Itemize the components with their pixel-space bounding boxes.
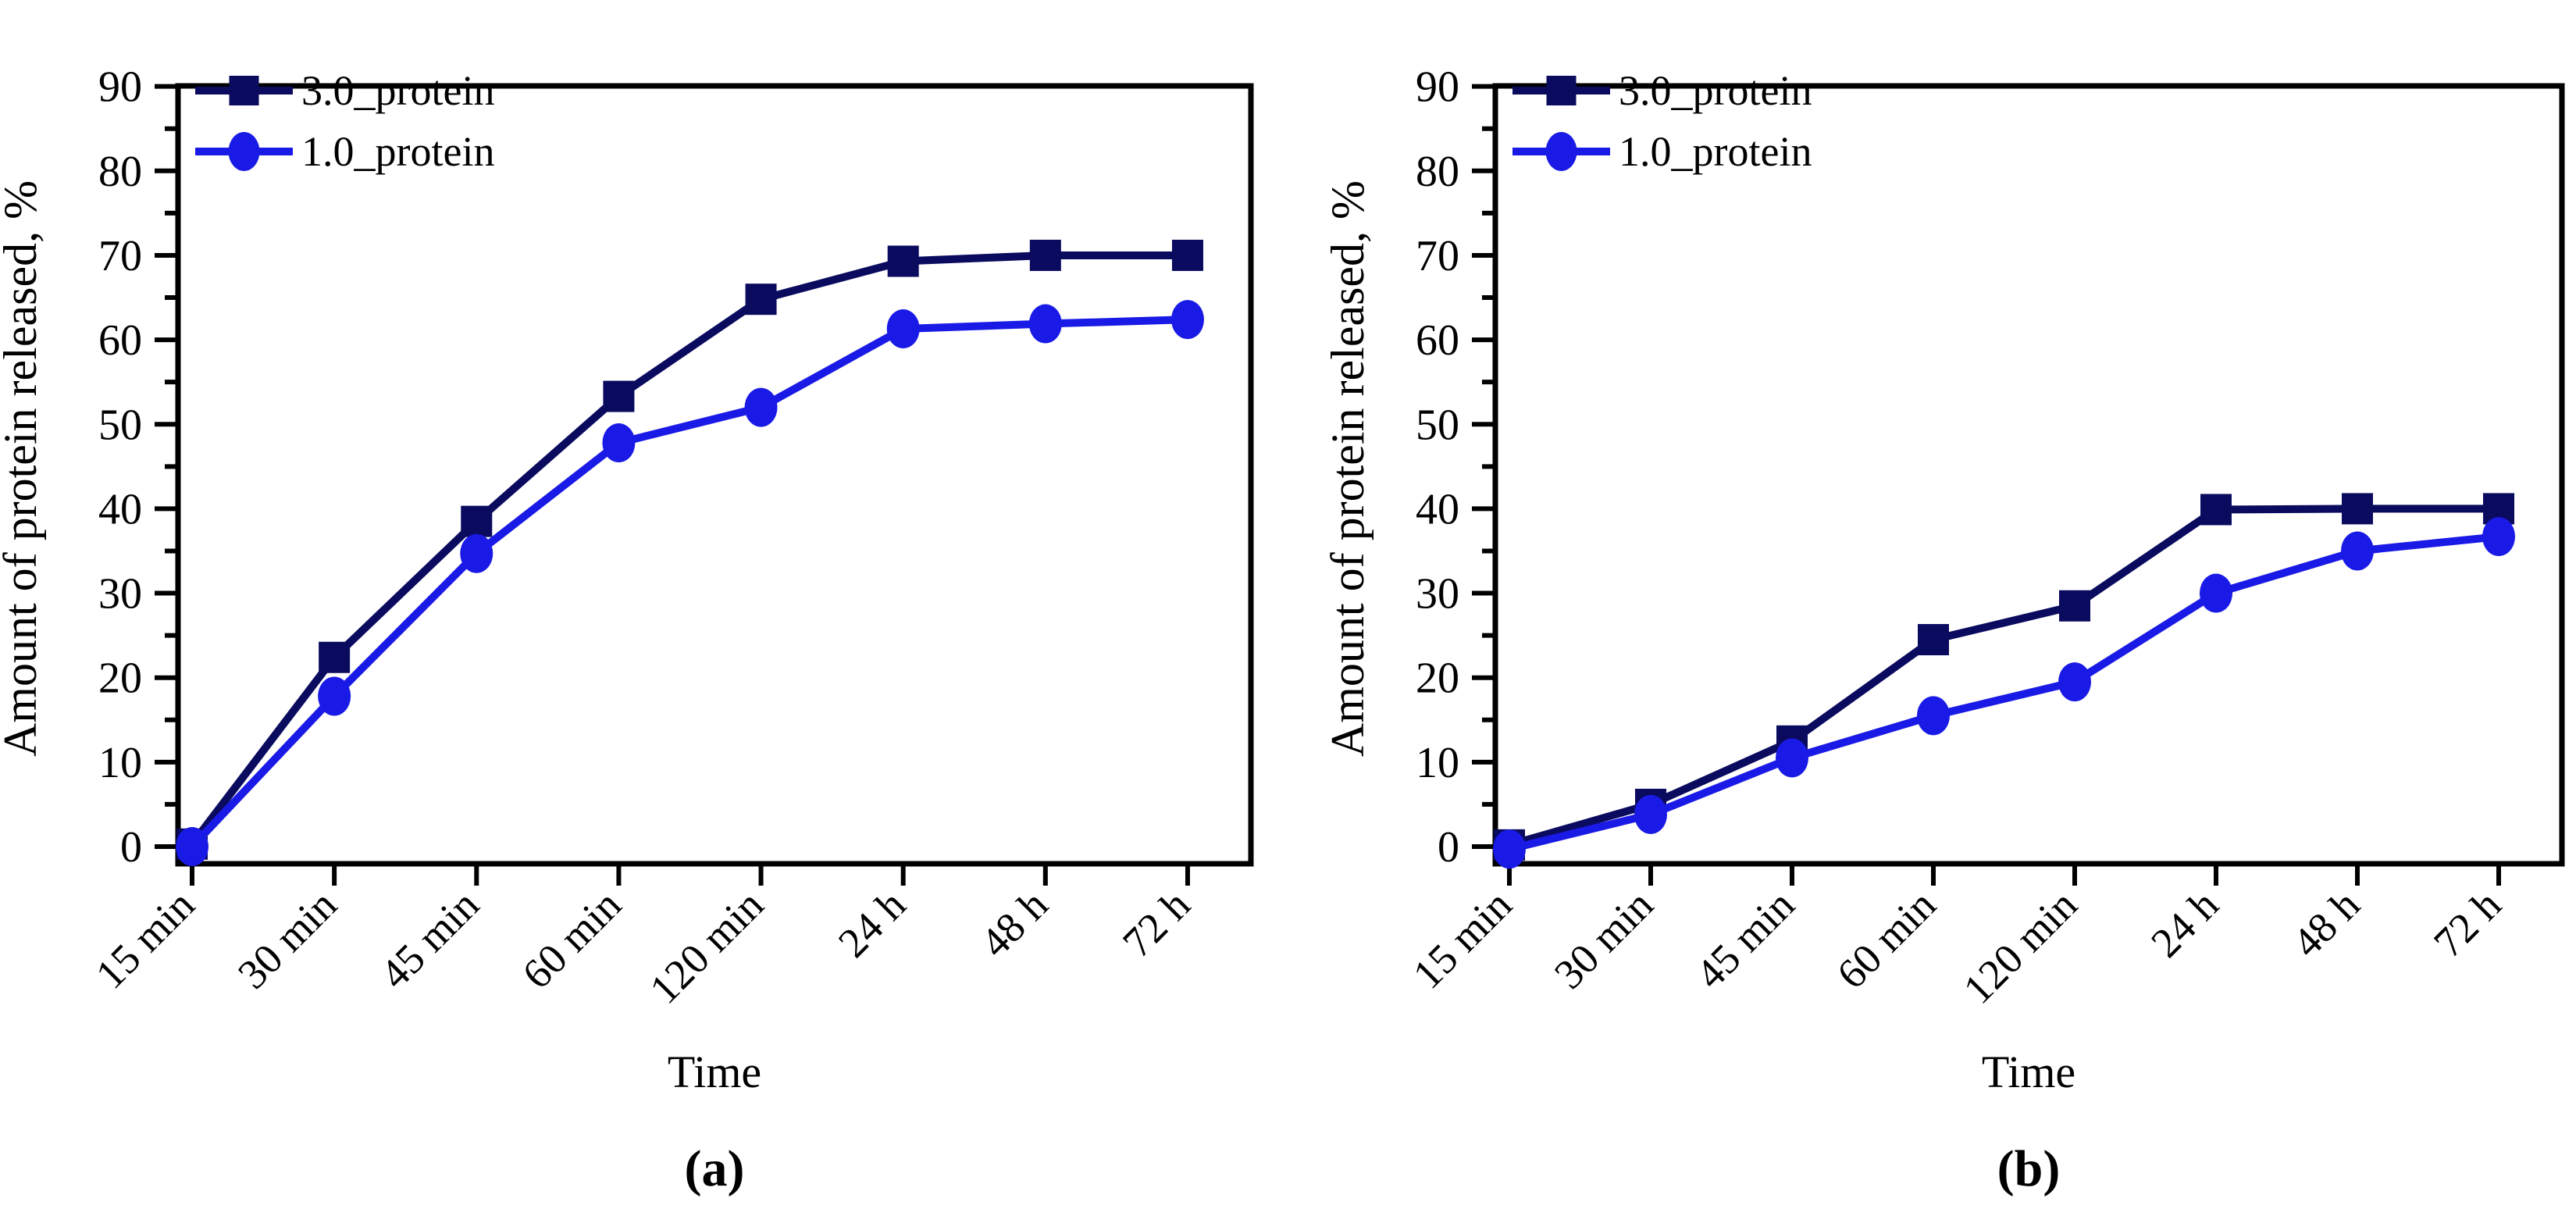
series-marker-circle-1.0_protein xyxy=(1776,738,1808,778)
y-tick-label: 50 xyxy=(98,401,142,449)
y-tick-label: 0 xyxy=(120,823,142,872)
series-marker-square-3.0_protein xyxy=(2200,494,2232,526)
y-tick-label: 30 xyxy=(1416,570,1459,619)
plot-frame-b xyxy=(1492,83,2565,867)
x-tick-label: 30 min xyxy=(1545,881,1662,998)
x-tick-label: 24 h xyxy=(829,881,914,966)
series-line-1.0_protein xyxy=(189,316,1188,850)
x-tick-label: 72 h xyxy=(2425,881,2510,966)
legend-marker-circle-icon xyxy=(1545,132,1577,171)
series-marker-square-3.0_protein xyxy=(319,641,351,673)
series-marker-square-3.0_protein xyxy=(1918,624,1949,656)
x-axis-title: Time xyxy=(1982,1047,2075,1097)
series-line-3.0_protein xyxy=(1508,505,2499,849)
y-tick-label: 60 xyxy=(1416,316,1459,365)
series-marker-circle-1.0_protein xyxy=(2200,573,2232,613)
series-marker-circle-1.0_protein xyxy=(2482,517,2515,557)
y-tick-label: 50 xyxy=(1416,401,1459,449)
series-marker-circle-1.0_protein xyxy=(2341,531,2374,571)
legend-label: 3.0_protein xyxy=(301,67,494,114)
y-tick-label: 40 xyxy=(98,485,142,533)
series-marker-circle-1.0_protein xyxy=(1028,304,1062,344)
y-tick-label: 40 xyxy=(1416,485,1459,533)
x-tick-label: 24 h xyxy=(2142,881,2227,966)
x-tick-label: 72 h xyxy=(1113,881,1199,966)
x-tick-label: 45 min xyxy=(371,881,488,998)
series-marker-square-3.0_protein xyxy=(461,505,493,537)
y-tick-label: 20 xyxy=(1416,654,1459,703)
series-line-1.0_protein xyxy=(1508,533,2499,854)
x-axis-title: Time xyxy=(668,1047,761,1097)
y-tick-label: 10 xyxy=(98,739,142,787)
series-marker-square-3.0_protein xyxy=(2059,590,2090,622)
x-tick-label: 45 min xyxy=(1687,881,1804,998)
x-tick-label: 120 min xyxy=(640,881,772,1013)
series-marker-circle-1.0_protein xyxy=(886,309,920,349)
x-tick-label: 120 min xyxy=(1954,881,2086,1013)
y-tick-label: 30 xyxy=(98,570,142,619)
series-marker-square-3.0_protein xyxy=(1029,239,1061,271)
legend-label: 1.0_protein xyxy=(301,128,494,175)
legend-marker-circle-icon xyxy=(228,132,260,171)
y-tick-label: 60 xyxy=(98,316,142,365)
y-tick-label: 90 xyxy=(1416,63,1459,112)
series-marker-square-3.0_protein xyxy=(2342,493,2373,525)
legend-marker-square-icon xyxy=(1546,76,1577,105)
y-tick-label: 80 xyxy=(1416,148,1459,196)
series-marker-square-3.0_protein xyxy=(603,380,635,412)
series-marker-circle-1.0_protein xyxy=(318,676,351,716)
series-marker-circle-1.0_protein xyxy=(460,533,493,573)
series-marker-circle-1.0_protein xyxy=(1917,696,1950,736)
legend-marker-square-icon xyxy=(229,76,259,105)
y-tick-label: 80 xyxy=(98,148,142,196)
panel-label-b: (b) xyxy=(1997,1140,2061,1197)
series-line-3.0_protein xyxy=(189,251,1188,847)
y-axis-label: Amount of protein released, % xyxy=(0,180,46,757)
x-tick-label: 30 min xyxy=(229,881,346,998)
x-tick-label: 15 min xyxy=(1404,881,1521,998)
x-tick-label: 48 h xyxy=(971,881,1056,966)
legend-label: 3.0_protein xyxy=(1619,67,1812,114)
legend-label: 1.0_protein xyxy=(1619,128,1812,175)
series-marker-circle-1.0_protein xyxy=(176,827,208,866)
y-tick-label: 10 xyxy=(1416,739,1459,787)
y-tick-label: 90 xyxy=(98,63,142,112)
x-tick-label: 60 min xyxy=(513,881,630,998)
x-tick-label: 15 min xyxy=(87,881,204,998)
series-marker-circle-1.0_protein xyxy=(602,423,636,463)
series-marker-square-3.0_protein xyxy=(1171,239,1203,271)
series-marker-circle-1.0_protein xyxy=(1634,794,1667,834)
series-marker-square-3.0_protein xyxy=(745,283,777,316)
plot-frame-a xyxy=(175,83,1254,867)
y-tick-label: 0 xyxy=(1438,823,1459,872)
panel-label-a: (a) xyxy=(685,1140,745,1197)
y-tick-label: 70 xyxy=(98,232,142,280)
series-marker-circle-1.0_protein xyxy=(1170,300,1204,340)
y-axis-label: Amount of protein released, % xyxy=(1322,180,1374,757)
y-tick-label: 20 xyxy=(98,654,142,703)
x-tick-label: 48 h xyxy=(2283,881,2368,966)
y-tick-label: 70 xyxy=(1416,232,1459,280)
series-marker-square-3.0_protein xyxy=(887,245,919,277)
x-tick-label: 60 min xyxy=(1828,881,1945,998)
series-marker-circle-1.0_protein xyxy=(1493,829,1526,869)
series-marker-circle-1.0_protein xyxy=(744,387,778,427)
series-marker-circle-1.0_protein xyxy=(2058,662,2091,702)
